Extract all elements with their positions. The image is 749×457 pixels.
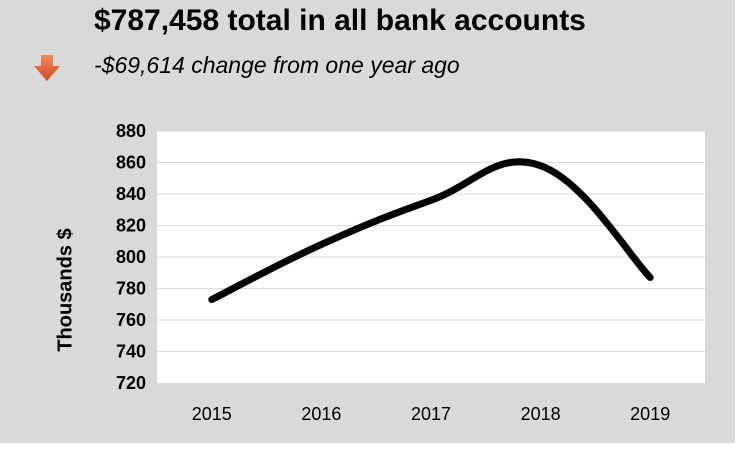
down-arrow-icon [34,55,60,81]
x-tick-label: 2015 [192,404,232,424]
chart-panel: $787,458 total in all bank accounts -$69… [0,0,735,443]
y-axis-ticks: 720 740 760 780 800 820 840 860 880 [116,121,146,393]
x-tick-label: 2019 [630,404,670,424]
x-tick-label: 2017 [411,404,451,424]
y-tick-label: 740 [116,342,146,362]
y-tick-label: 880 [116,121,146,141]
change-subtitle: -$69,614 change from one year ago [94,52,460,78]
y-tick-label: 760 [116,310,146,330]
y-tick-label: 720 [116,373,146,393]
x-tick-label: 2016 [301,404,341,424]
x-tick-label: 2018 [521,404,561,424]
gridlines [157,130,705,352]
y-tick-label: 840 [116,184,146,204]
y-tick-label: 820 [116,216,146,236]
series-line [208,158,654,304]
y-tick-label: 800 [116,247,146,267]
x-axis-ticks: 2015 2016 2017 2018 2019 [192,404,670,424]
y-tick-label: 780 [116,279,146,299]
y-tick-label: 860 [116,153,146,173]
series-layer [208,158,654,304]
line-chart: 720 740 760 780 800 820 840 860 880 2015 2016 2017… [116,121,705,424]
page-title: $787,458 total in all bank accounts [94,4,586,37]
